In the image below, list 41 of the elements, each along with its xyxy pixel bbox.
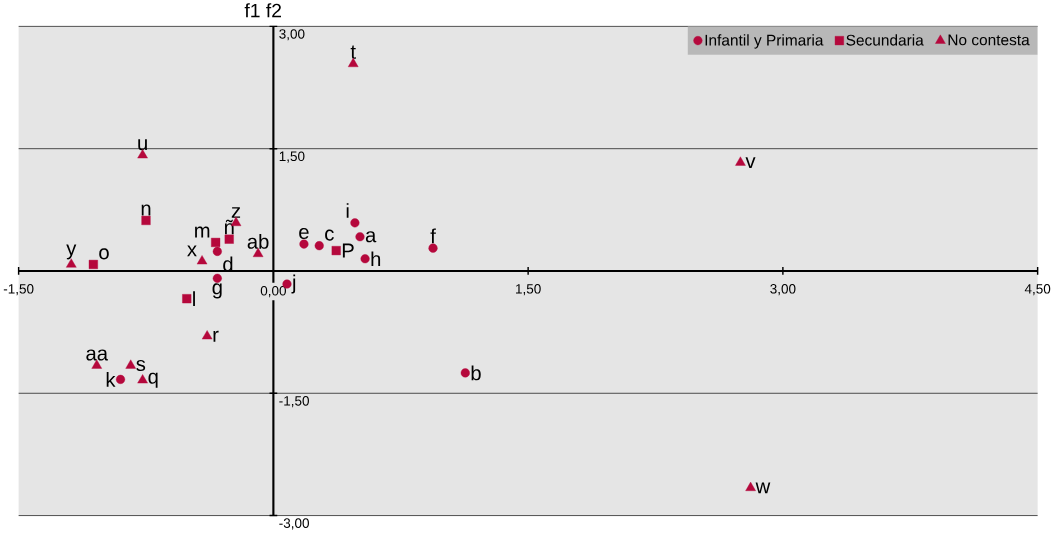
- annotation: ab: [247, 234, 269, 249]
- y-tick-label: 1,50: [279, 151, 305, 163]
- legend-label: Infantil y Primaria: [705, 34, 824, 49]
- annotation: s: [136, 360, 146, 372]
- annotation: z: [231, 207, 241, 218]
- y-tick-label: -1,50: [279, 396, 309, 408]
- annotation: e: [299, 228, 309, 240]
- x-tick-label: -1,50: [3, 284, 34, 296]
- x-tick-label: 4,50: [1024, 284, 1051, 296]
- y-tick-label: 3,00: [279, 29, 305, 41]
- y-tick-label: -3,00: [279, 518, 309, 530]
- annotation: r: [213, 330, 219, 342]
- annotation: P: [342, 243, 354, 258]
- x-tick-label: 3,00: [770, 284, 796, 296]
- annotation: j: [291, 274, 296, 294]
- legend-label: No contesta: [948, 34, 1030, 46]
- annotation: f: [430, 228, 436, 244]
- annotation: o: [99, 248, 109, 260]
- annotation: c: [325, 229, 334, 241]
- legend-label: Secundaria: [846, 34, 924, 46]
- annotation: a: [365, 231, 377, 243]
- annotation: ñ: [224, 219, 234, 235]
- x-tick-label: 1,50: [516, 284, 541, 296]
- annotation: aa: [86, 349, 109, 361]
- annotation: v: [745, 157, 756, 169]
- annotation: k: [106, 372, 116, 387]
- annotation: i: [346, 203, 349, 218]
- annotation: g: [212, 283, 222, 299]
- annotation: h: [371, 251, 381, 267]
- annotation: m: [195, 226, 210, 238]
- annotation: q: [148, 372, 158, 388]
- annotation: l: [193, 291, 195, 307]
- annotation: t: [350, 45, 356, 59]
- chart-title: f1 f2: [244, 3, 281, 18]
- annotation: b: [471, 365, 481, 381]
- x-tick-label: 0,00: [260, 286, 286, 298]
- annotation: y: [66, 244, 77, 260]
- annotation: n: [141, 204, 151, 216]
- annotation: w: [755, 482, 771, 494]
- annotation: x: [187, 245, 197, 257]
- annotation: u: [138, 139, 147, 151]
